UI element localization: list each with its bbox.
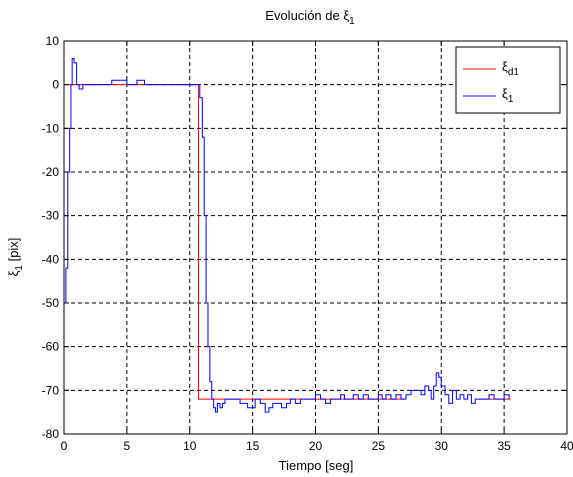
legend-label-xi-1: ξ1 — [502, 86, 514, 105]
y-tick-label: -30 — [42, 209, 60, 223]
x-tick-label: 40 — [560, 439, 573, 453]
x-tick-label: 5 — [124, 439, 131, 453]
x-tick-label: 35 — [497, 439, 511, 453]
x-tick-label: 25 — [372, 439, 386, 453]
y-tick-label: 0 — [52, 78, 59, 92]
series-line-xi-d1 — [64, 84, 511, 400]
x-tick-labels: 0 5 10 15 20 25 30 35 40 — [61, 439, 573, 453]
y-tick-label: -40 — [42, 252, 60, 266]
y-tick-label: -70 — [42, 383, 60, 397]
y-tick-label: -50 — [42, 296, 60, 310]
x-tick-label: 20 — [309, 439, 323, 453]
x-tick-label: 0 — [61, 439, 68, 453]
y-tick-label: -20 — [42, 165, 60, 179]
legend-box — [455, 46, 561, 114]
x-tick-label: 30 — [435, 439, 449, 453]
legend: ξd1 ξ1 — [455, 46, 561, 114]
tick-marks — [63, 40, 568, 435]
y-tick-label: 10 — [46, 34, 60, 48]
x-axis-label: Tiempo [seg] — [279, 458, 354, 473]
y-tick-label: -10 — [42, 121, 60, 135]
x-tick-label: 15 — [246, 439, 260, 453]
legend-label-xi-d1: ξd1 — [502, 59, 519, 78]
chart-title: Evolución de ξ1 — [265, 8, 355, 27]
y-axis-label: ξ1 [pix] — [6, 238, 25, 277]
y-tick-label: -80 — [42, 427, 60, 441]
x-tick-label: 10 — [183, 439, 197, 453]
series-line-xi-1 — [64, 57, 510, 413]
y-tick-label: -60 — [42, 340, 60, 354]
y-tick-labels: 10 0 -10 -20 -30 -40 -50 -60 -70 -80 — [42, 34, 60, 441]
plot-area — [64, 57, 511, 413]
